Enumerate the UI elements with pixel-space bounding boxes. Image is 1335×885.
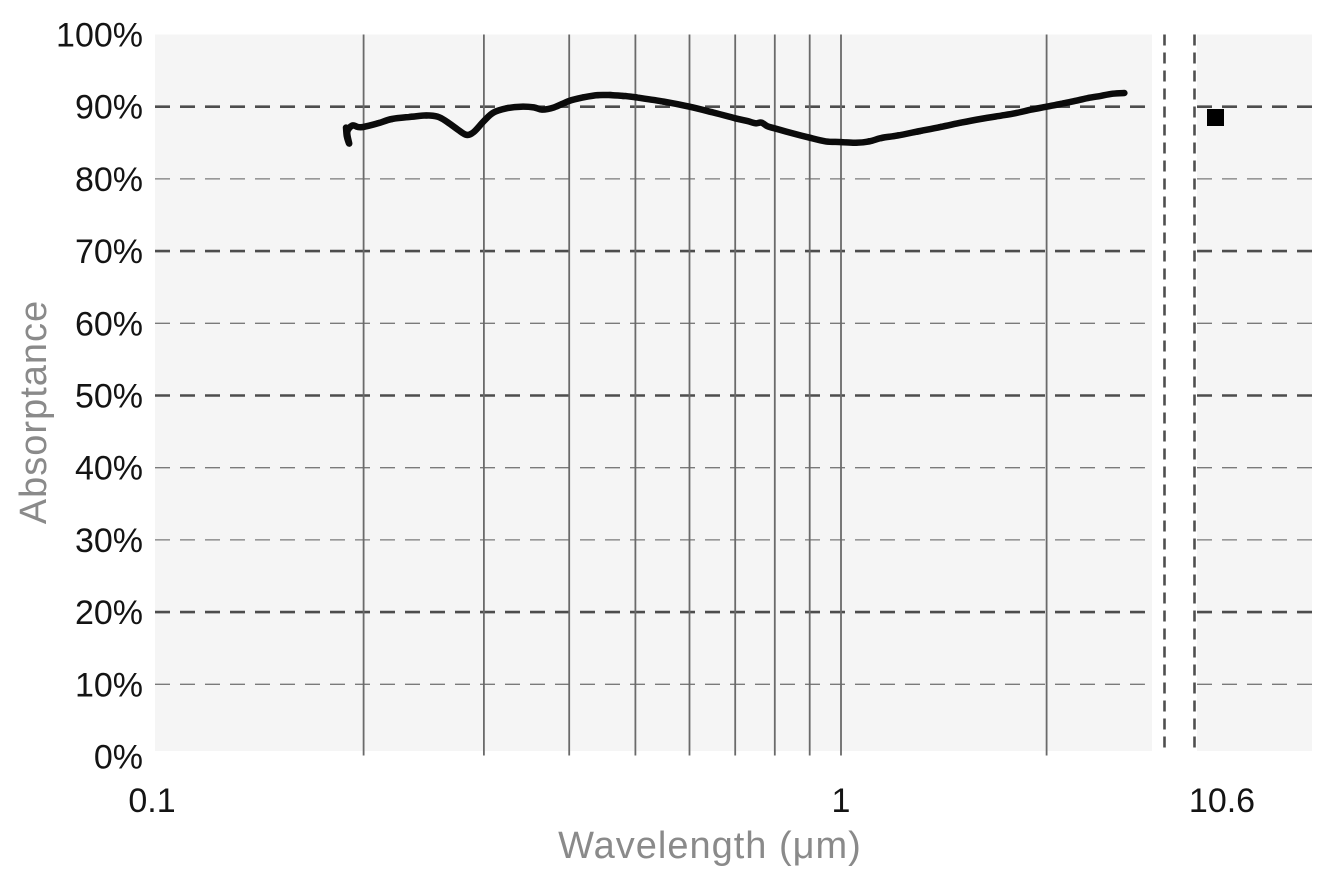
y-tick-label-70: 70% <box>75 233 143 271</box>
y-tick-label-60: 60% <box>75 305 143 343</box>
y-axis-title: Absorptance <box>13 300 55 524</box>
y-tick-label-10: 10% <box>75 666 143 704</box>
x-axis-title: Wavelength (μm) <box>558 825 862 867</box>
y-tick-label-80: 80% <box>75 161 143 199</box>
co2-laser-point-marker <box>1207 109 1224 126</box>
y-tick-label-0: 0% <box>94 739 143 777</box>
y-tick-label-90: 90% <box>75 89 143 127</box>
x-tick-labels-group: 0.1 1 10.6 <box>128 782 1255 820</box>
y-tick-labels-group: 0% 10% 20% 30% 40% 50% 60% 70% 80% 90% 100% <box>56 17 143 777</box>
axis-break-group <box>1163 34 1196 753</box>
x-tick-label-10.6: 10.6 <box>1189 782 1255 820</box>
y-tick-label-50: 50% <box>75 378 143 416</box>
horizontal-gridlines-group <box>155 105 1312 685</box>
y-tick-label-100: 100% <box>56 17 143 55</box>
plot-panel-left <box>155 34 1152 751</box>
absorptance-spectrum-noise <box>344 90 1126 146</box>
x-tick-label-0.1: 0.1 <box>128 782 175 820</box>
x-tick-label-1: 1 <box>832 782 851 820</box>
y-tick-label-40: 40% <box>75 450 143 488</box>
vertical-gridlines-group <box>362 34 1048 756</box>
data-series-group <box>342 89 1224 147</box>
y-tick-label-20: 20% <box>75 594 143 632</box>
plot-panel-right <box>1197 34 1312 751</box>
plot-background-group <box>155 34 1312 751</box>
y-tick-label-30: 30% <box>75 522 143 560</box>
